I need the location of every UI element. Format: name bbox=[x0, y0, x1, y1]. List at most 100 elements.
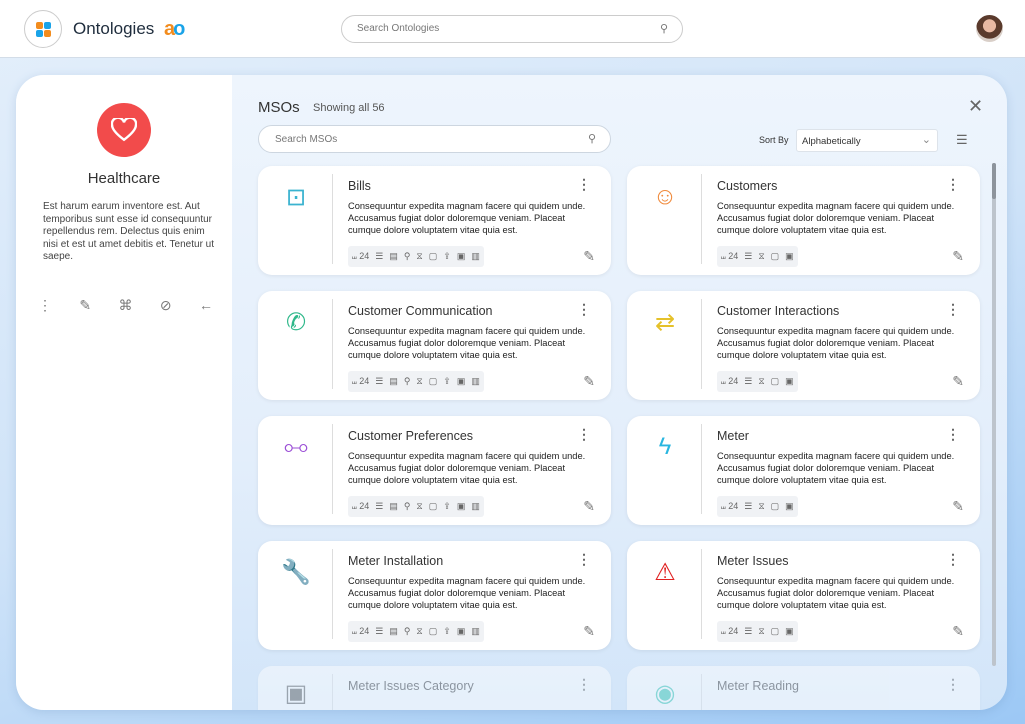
meter-reading-icon: ◉ bbox=[654, 679, 676, 707]
mso-card[interactable]: ⇄ Customer Interactions ⋮ Consequuntur expe… bbox=[627, 291, 980, 400]
pencil-icon[interactable]: ✎ bbox=[583, 623, 595, 639]
card-description: Consequuntur expedita magnam facere qui … bbox=[717, 576, 955, 611]
category-icon: ▣ bbox=[284, 679, 308, 707]
warning-icon: ⚠ bbox=[654, 558, 676, 586]
metadata-icon: ▤ bbox=[389, 501, 398, 511]
divider bbox=[332, 299, 333, 389]
search-placeholder: Search MSOs bbox=[275, 134, 338, 145]
mso-card[interactable]: ⊡ Bills ⋮ Consequuntur expedita magnam face… bbox=[258, 166, 611, 275]
arrow-left-icon[interactable]: ← bbox=[198, 297, 213, 313]
pencil-icon[interactable]: ✎ bbox=[952, 248, 964, 264]
metadata-icon: ▢ bbox=[770, 626, 780, 636]
card-title: Customers bbox=[717, 179, 778, 193]
sort-select[interactable]: Alphabetically ⌄ bbox=[796, 129, 938, 152]
metadata-icon: ⚲ bbox=[403, 626, 411, 636]
divider bbox=[701, 424, 702, 514]
more-vertical-icon[interactable]: ⋮ bbox=[946, 551, 960, 567]
pencil-icon[interactable]: ✎ bbox=[952, 623, 964, 639]
mso-card[interactable]: ✆ Customer Communication ⋮ Consequuntur exp… bbox=[258, 291, 611, 400]
compass-icon[interactable]: ⊘ bbox=[159, 297, 172, 313]
metadata-icon: ▣ bbox=[785, 251, 794, 261]
metadata-icon: ☰ bbox=[744, 501, 753, 511]
card-title: Customer Communication bbox=[348, 304, 493, 318]
meter-icon: ϟ bbox=[658, 433, 672, 460]
chevron-down-icon: ⌄ bbox=[921, 134, 931, 146]
metadata-icon: ▣ bbox=[785, 376, 794, 386]
metadata-icon: ▤ bbox=[389, 376, 398, 386]
metadata-icon: ▢ bbox=[770, 376, 780, 386]
mso-card[interactable]: ϟ Meter ⋮ Consequuntur expedita magnam face… bbox=[627, 416, 980, 525]
mso-card[interactable]: ☺ Customers ⋮ Consequuntur expedita magnam … bbox=[627, 166, 980, 275]
pencil-icon[interactable]: ✎ bbox=[583, 373, 595, 389]
user-avatar[interactable] bbox=[976, 15, 1003, 42]
divider bbox=[332, 549, 333, 639]
more-vertical-icon[interactable]: ⋮ bbox=[577, 676, 591, 692]
card-description: Consequuntur expedita magnam facere qui … bbox=[348, 451, 586, 486]
scrollbar-thumb[interactable] bbox=[992, 163, 996, 199]
card-description: Consequuntur expedita magnam facere qui … bbox=[717, 201, 955, 236]
result-count: Showing all 56 bbox=[313, 102, 385, 114]
more-vertical-icon[interactable]: ⋮ bbox=[577, 551, 591, 567]
divider bbox=[701, 299, 702, 389]
card-metadata-chips: ⧢ 24 ☰ ▤ ⚲ ⧖ ▢ ⇪ ▣ ▥ bbox=[348, 496, 484, 517]
pencil-icon[interactable]: ✎ bbox=[79, 297, 92, 313]
mso-card[interactable]: ⚠ Meter Issues ⋮ Consequuntur expedita magn… bbox=[627, 541, 980, 650]
more-vertical-icon[interactable]: ⋮ bbox=[946, 676, 960, 692]
scrollbar[interactable] bbox=[992, 163, 996, 666]
sort-label: Sort By bbox=[759, 135, 789, 145]
metadata-icon: ⇪ bbox=[443, 251, 451, 261]
card-description: Consequuntur expedita magnam facere qui … bbox=[717, 451, 955, 486]
logo-square bbox=[43, 29, 51, 37]
more-vertical-icon[interactable]: ⋮ bbox=[946, 426, 960, 442]
count-badge: ⧢ 24 bbox=[352, 251, 370, 261]
metadata-icon: ☰ bbox=[375, 251, 384, 261]
count-badge: ⧢ 24 bbox=[721, 251, 739, 261]
mso-search-input[interactable]: Search MSOs ⚲ bbox=[258, 125, 611, 153]
more-vertical-icon[interactable]: ⋮ bbox=[946, 176, 960, 192]
card-description: Consequuntur expedita magnam facere qui … bbox=[348, 201, 586, 236]
count-badge: ⧢ 24 bbox=[352, 501, 370, 511]
ontology-search-input[interactable]: Search Ontologies ⚲ bbox=[341, 15, 683, 43]
more-vertical-icon[interactable]: ⋮ bbox=[577, 426, 591, 442]
metadata-icon: ▢ bbox=[770, 251, 780, 261]
metadata-icon: ▢ bbox=[428, 501, 438, 511]
search-placeholder: Search Ontologies bbox=[357, 23, 440, 34]
metadata-icon: ☰ bbox=[744, 376, 753, 386]
app-logo[interactable] bbox=[24, 10, 62, 48]
more-vertical-icon[interactable]: ⋮ bbox=[577, 176, 591, 192]
metadata-icon: ⧖ bbox=[416, 501, 423, 511]
card-metadata-chips: ⧢ 24 ☰ ⧖ ▢ ▣ bbox=[717, 371, 798, 392]
close-icon[interactable]: ✕ bbox=[968, 96, 984, 116]
filter-icon[interactable]: ☰ bbox=[956, 132, 968, 147]
heart-icon bbox=[97, 103, 151, 157]
domain-sidebar: Healthcare Est harum earum inventore est… bbox=[16, 75, 232, 710]
more-vertical-icon[interactable]: ⋮ bbox=[38, 297, 52, 313]
more-vertical-icon[interactable]: ⋮ bbox=[577, 301, 591, 317]
search-icon: ⚲ bbox=[587, 133, 596, 145]
metadata-icon: ▥ bbox=[471, 251, 480, 261]
more-vertical-icon[interactable]: ⋮ bbox=[946, 301, 960, 317]
mso-card[interactable]: 🔧 Meter Installation ⋮ Consequuntur expedit… bbox=[258, 541, 611, 650]
metadata-icon: ⚲ bbox=[403, 501, 411, 511]
card-description: Consequuntur expedita magnam facere qui … bbox=[348, 576, 586, 611]
card-metadata-chips: ⧢ 24 ☰ ▤ ⚲ ⧖ ▢ ⇪ ▣ ▥ bbox=[348, 371, 484, 392]
count-badge: ⧢ 24 bbox=[721, 376, 739, 386]
pencil-icon[interactable]: ✎ bbox=[583, 498, 595, 514]
mso-card[interactable]: ⧟ Customer Preferences ⋮ Consequuntur exped… bbox=[258, 416, 611, 525]
metadata-icon: ▤ bbox=[389, 626, 398, 636]
mso-card[interactable]: ▣ Meter Issues Category ⋮ bbox=[258, 666, 611, 710]
metadata-icon: ⇪ bbox=[443, 626, 451, 636]
metadata-icon: ☰ bbox=[744, 251, 753, 261]
pencil-icon[interactable]: ✎ bbox=[583, 248, 595, 264]
mso-card-grid: ⊡ Bills ⋮ Consequuntur expedita magnam face… bbox=[16, 75, 1007, 710]
divider bbox=[332, 174, 333, 264]
metadata-icon: ⧖ bbox=[758, 376, 765, 386]
metadata-icon: ⧖ bbox=[416, 626, 423, 636]
pencil-icon[interactable]: ✎ bbox=[952, 498, 964, 514]
mso-panel: Healthcare Est harum earum inventore est… bbox=[16, 75, 1007, 710]
pencil-icon[interactable]: ✎ bbox=[952, 373, 964, 389]
graph-icon[interactable]: ⌘ bbox=[118, 297, 133, 313]
card-title: Meter bbox=[717, 429, 749, 443]
logo-square bbox=[43, 21, 51, 29]
mso-card[interactable]: ◉ Meter Reading ⋮ bbox=[627, 666, 980, 710]
